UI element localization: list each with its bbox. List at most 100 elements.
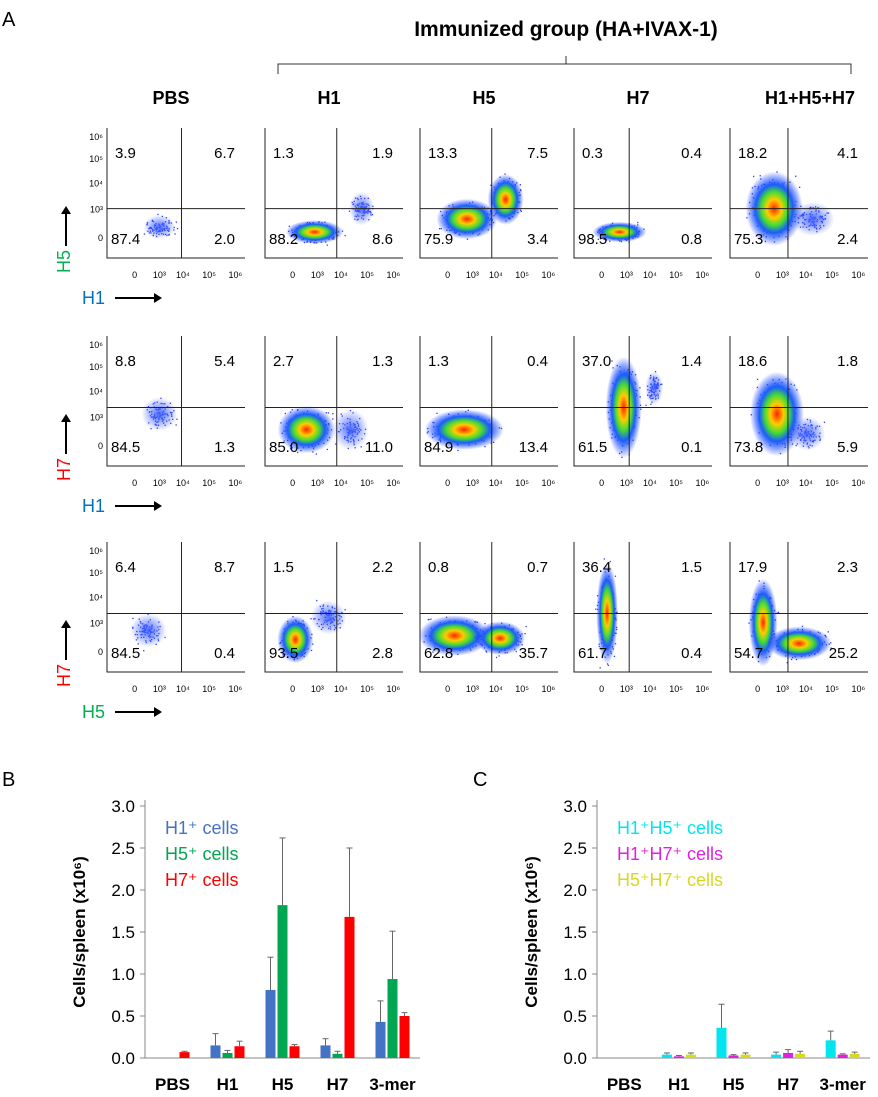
column-header: H5 bbox=[472, 88, 495, 108]
y-tick-label: 10⁵ bbox=[89, 154, 103, 164]
quadrant-lower-left: 93.5 bbox=[269, 645, 298, 662]
x-tick-label: 10⁵ bbox=[669, 684, 683, 694]
x-tick-label: 10⁵ bbox=[669, 270, 683, 280]
event-dot bbox=[288, 225, 290, 227]
quadrant-lower-left: 87.4 bbox=[111, 231, 140, 248]
x-tick-label: 10⁴ bbox=[489, 478, 503, 488]
quadrant-upper-left: 2.7 bbox=[273, 353, 294, 370]
event-dot bbox=[830, 647, 832, 649]
x-tick-label: 0 bbox=[290, 684, 295, 694]
x-tick-label: 0 bbox=[755, 684, 760, 694]
event-dot bbox=[603, 558, 605, 560]
plot-axes bbox=[573, 128, 712, 259]
quadrant-lower-right: 0.4 bbox=[214, 645, 235, 662]
bar bbox=[210, 1045, 221, 1058]
x-tick-label: 10⁶ bbox=[695, 684, 709, 694]
x-tick-label: 0 bbox=[132, 684, 137, 694]
event-dot bbox=[432, 651, 434, 653]
quadrant-lower-right: 1.3 bbox=[214, 439, 235, 456]
event-dot bbox=[613, 655, 616, 657]
x-tick-label: 10⁴ bbox=[489, 270, 503, 280]
quadrant-lower-left: 85.0 bbox=[269, 439, 298, 456]
y-axis-title: Cells/spleen (x10⁶) bbox=[70, 856, 89, 1007]
x-tick-label: 10⁶ bbox=[228, 684, 242, 694]
event-dot bbox=[614, 575, 617, 577]
x-tick-label: 10⁵ bbox=[515, 270, 529, 280]
quadrant-lower-right: 13.4 bbox=[519, 439, 548, 456]
x-axis-arrowhead bbox=[154, 293, 162, 303]
x-tick-label: 10⁶ bbox=[851, 270, 865, 280]
plot-axes bbox=[419, 128, 558, 259]
density-blob bbox=[285, 220, 344, 244]
x-tick-label: 10⁴ bbox=[334, 684, 348, 694]
x-tick-label: 10⁴ bbox=[334, 478, 348, 488]
event-dot bbox=[428, 618, 430, 621]
event-dot bbox=[332, 418, 334, 420]
quadrant-lower-right: 35.7 bbox=[519, 645, 548, 662]
bar bbox=[234, 1046, 245, 1058]
event-dot bbox=[294, 242, 297, 244]
y-tick-label: 10³ bbox=[90, 205, 103, 215]
quadrant-upper-right: 7.5 bbox=[527, 145, 548, 162]
y-tick-label: 10³ bbox=[90, 413, 103, 423]
x-tick-label: 0 bbox=[445, 270, 450, 280]
y-tick-label: 10⁵ bbox=[89, 362, 103, 372]
y-tick-label: 3.0 bbox=[111, 797, 135, 816]
x-tick-label: 10³ bbox=[153, 684, 166, 694]
y-tick-label: 2.5 bbox=[111, 839, 135, 858]
x-tick-label: 10³ bbox=[311, 478, 324, 488]
group-title: Immunized group (HA+IVAX-1) bbox=[414, 18, 718, 41]
x-tick-label: 10⁵ bbox=[202, 478, 216, 488]
quadrant-lower-left: 54.7 bbox=[734, 645, 763, 662]
y-axis-label: H7 bbox=[54, 664, 74, 687]
quadrant-upper-right: 1.5 bbox=[681, 559, 702, 576]
event-dot bbox=[164, 636, 166, 639]
event-dot bbox=[519, 184, 521, 186]
x-tick-label: 10³ bbox=[620, 478, 633, 488]
plot-axes bbox=[573, 336, 712, 467]
x-tick-label: 0 bbox=[132, 270, 137, 280]
x-axis-arrowhead bbox=[154, 501, 162, 511]
event-dot bbox=[525, 625, 527, 628]
density-blob bbox=[592, 221, 647, 243]
density-blob bbox=[487, 174, 524, 225]
event-dot bbox=[326, 244, 328, 246]
x-tick-label: 0 bbox=[445, 478, 450, 488]
event-dot bbox=[515, 650, 517, 653]
x-tick-label: 10⁴ bbox=[799, 684, 813, 694]
density-blob bbox=[277, 615, 314, 664]
density-blob bbox=[130, 613, 167, 648]
y-tick-label: 0.5 bbox=[111, 1007, 135, 1026]
density-blob bbox=[332, 409, 369, 450]
event-dot bbox=[637, 221, 639, 224]
quadrant-lower-right: 2.4 bbox=[837, 231, 858, 248]
event-dot bbox=[827, 631, 829, 633]
bar bbox=[179, 1052, 190, 1058]
y-tick-label: 10⁴ bbox=[89, 593, 103, 603]
y-tick-label: 10⁶ bbox=[89, 340, 103, 350]
x-tick-label: 10³ bbox=[620, 270, 633, 280]
x-tick-label: 10⁴ bbox=[643, 478, 657, 488]
x-tick-label: 10⁵ bbox=[515, 684, 529, 694]
density-blob bbox=[766, 626, 832, 661]
x-tick-label: 10³ bbox=[311, 684, 324, 694]
x-tick-label: 10⁵ bbox=[360, 270, 374, 280]
event-dot bbox=[645, 404, 647, 406]
x-tick-label: 10⁵ bbox=[202, 684, 216, 694]
quadrant-upper-right: 0.4 bbox=[681, 145, 702, 162]
event-dot bbox=[439, 228, 441, 230]
density-blob bbox=[141, 397, 178, 431]
x-tick-label: 10⁴ bbox=[643, 270, 657, 280]
x-tick-label: 10⁶ bbox=[851, 478, 865, 488]
x-tick-label: 10³ bbox=[620, 684, 633, 694]
quadrant-upper-left: 0.8 bbox=[428, 559, 449, 576]
quadrant-lower-right: 8.6 bbox=[372, 231, 393, 248]
quadrant-upper-right: 2.2 bbox=[372, 559, 393, 576]
bar bbox=[222, 1052, 233, 1058]
